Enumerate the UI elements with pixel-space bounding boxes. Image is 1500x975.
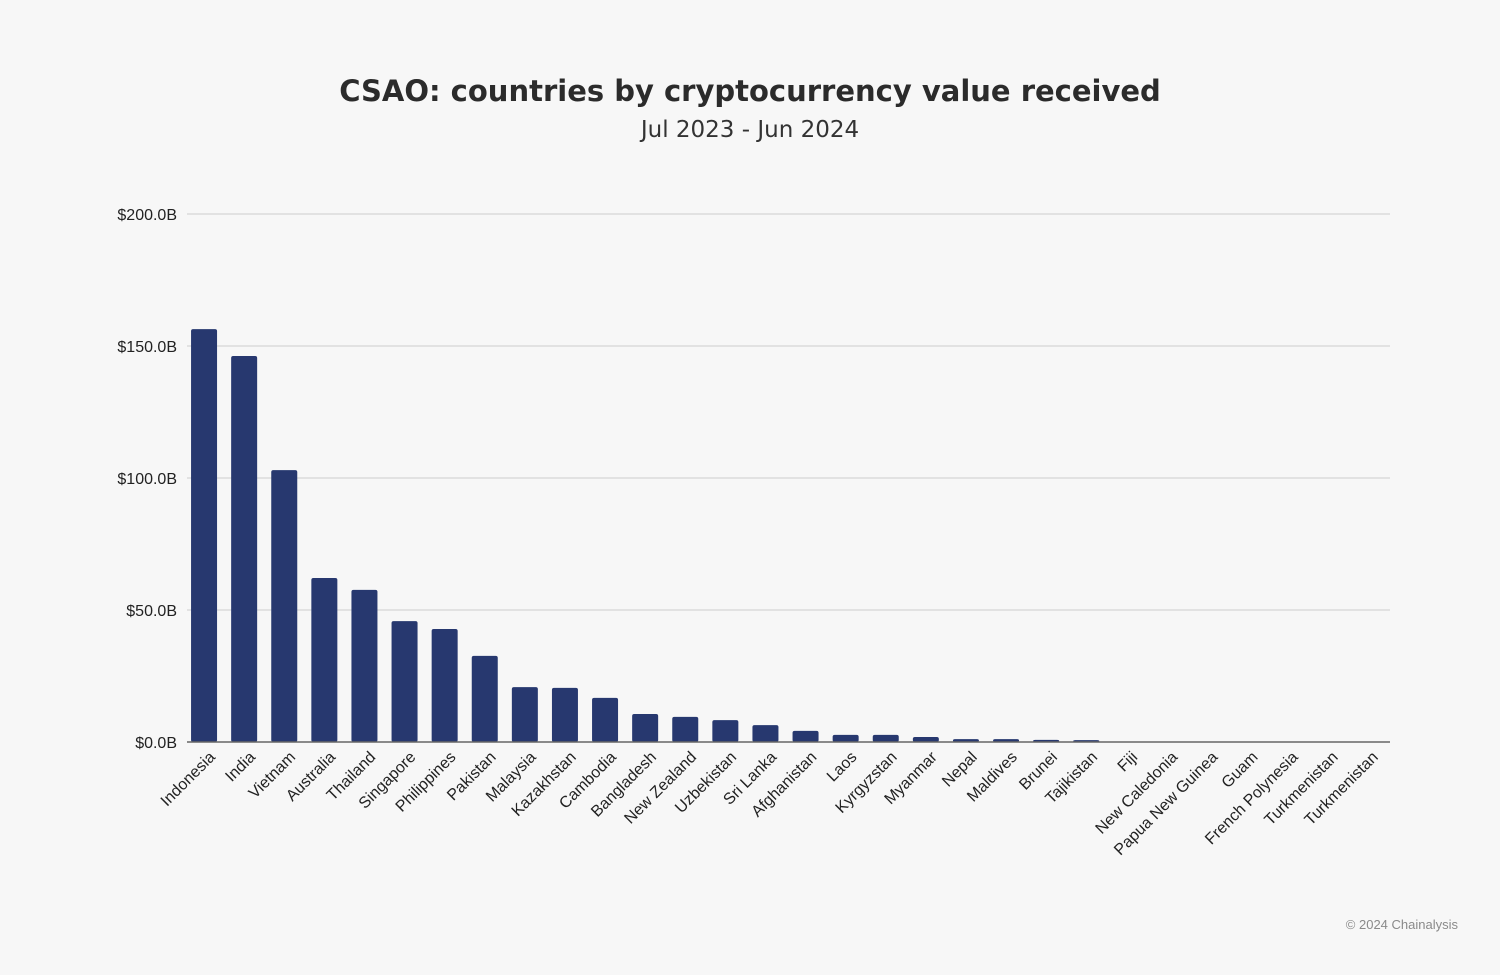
bar [792, 730, 819, 742]
bar [191, 329, 218, 742]
bar [511, 687, 538, 742]
bar [351, 589, 378, 742]
bar [391, 621, 418, 742]
bar [752, 725, 779, 742]
chart-subtitle: Jul 2023 - Jun 2024 [640, 117, 860, 143]
bar [592, 697, 619, 742]
bar [271, 470, 298, 742]
x-tick-label: Fiji [1115, 749, 1141, 775]
bar [832, 734, 859, 742]
bar [912, 736, 939, 742]
bar [632, 714, 659, 742]
bar [471, 655, 498, 742]
chart-title: CSAO: countries by cryptocurrency value … [339, 74, 1161, 108]
y-tick-label: $0.0B [135, 735, 177, 752]
x-tick-label: Laos [824, 749, 861, 786]
y-tick-label: $200.0B [117, 207, 177, 224]
bar [551, 687, 578, 742]
x-tick-label: Turkmenistan [1302, 749, 1382, 829]
bar [231, 356, 258, 742]
x-tick-label: Indonesia [158, 749, 219, 810]
bar [311, 578, 338, 742]
bar [712, 720, 739, 742]
bar [431, 629, 458, 742]
bar [872, 734, 899, 742]
y-tick-label: $150.0B [117, 339, 177, 356]
y-tick-label: $100.0B [117, 471, 177, 488]
bar [672, 716, 699, 742]
copyright-credit: © 2024 Chainalysis [1345, 917, 1458, 932]
y-tick-label: $50.0B [126, 603, 177, 620]
x-tick-label: India [222, 749, 259, 786]
